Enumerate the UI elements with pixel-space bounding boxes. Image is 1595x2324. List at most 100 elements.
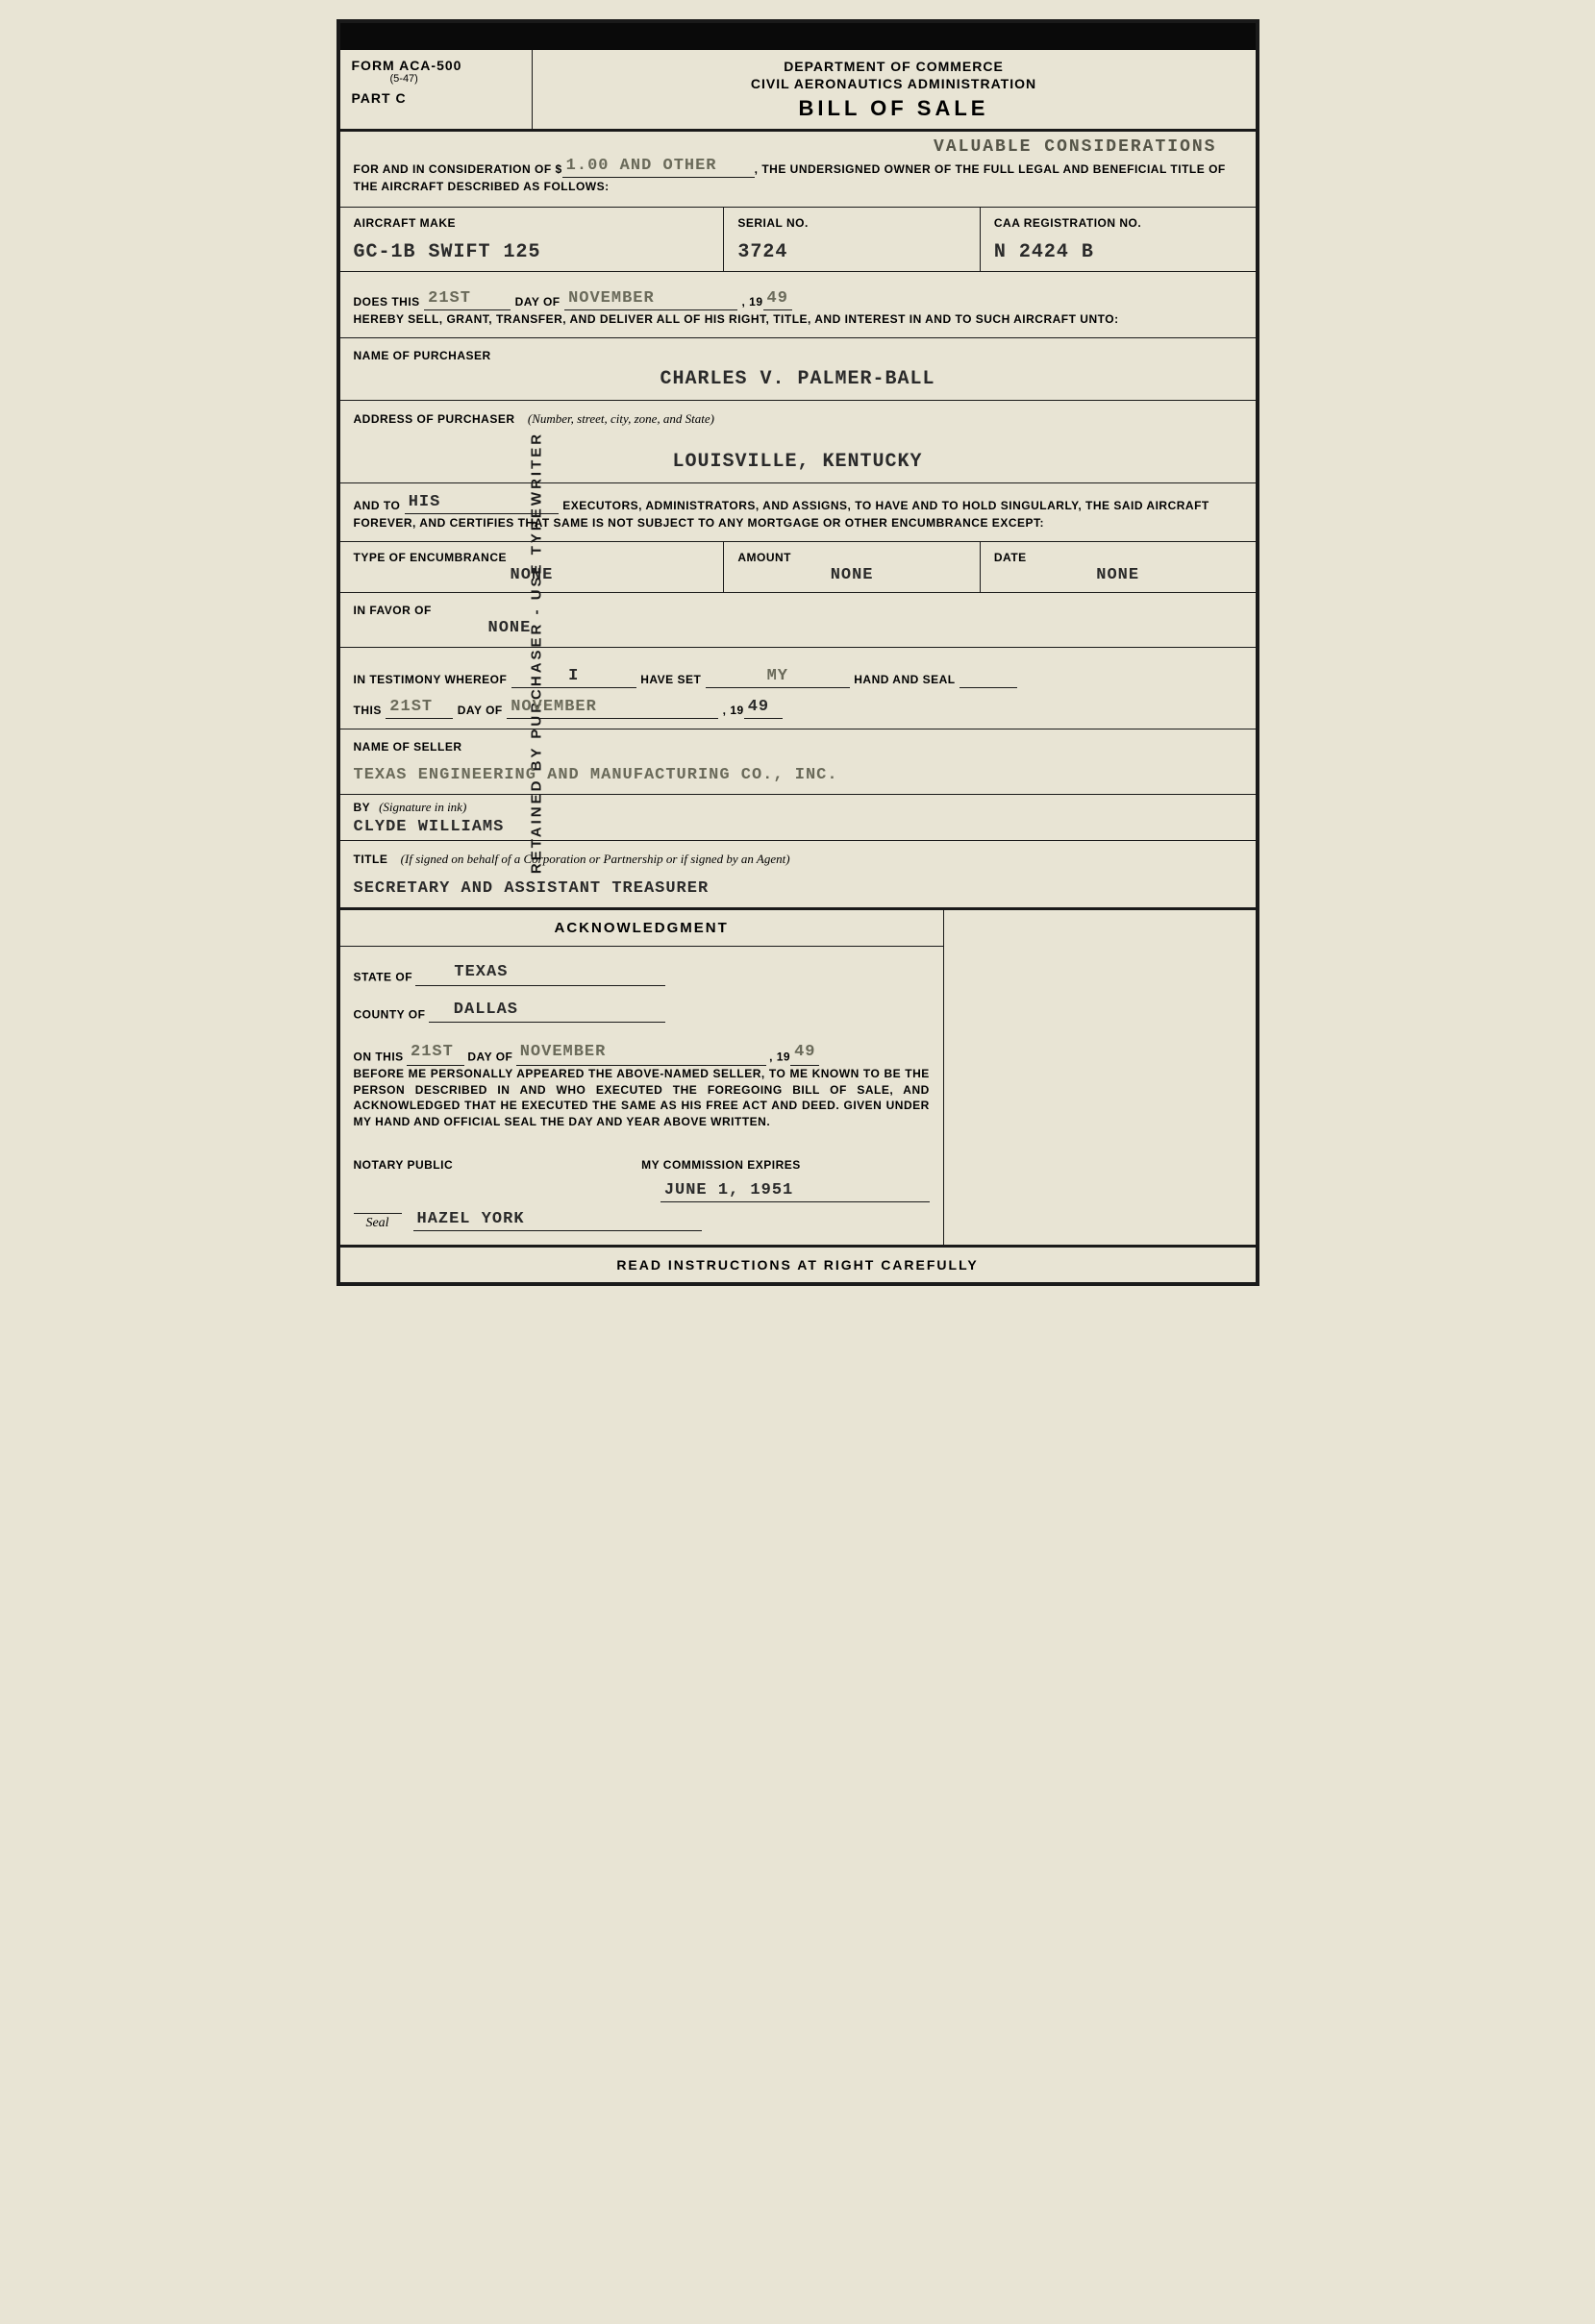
document-form: RETAINED BY PURCHASER - USE TYPEWRITER F… xyxy=(336,19,1259,1286)
by-label: BY xyxy=(354,801,371,814)
purchaser-name: Charles V. Palmer-Ball xyxy=(354,368,1242,390)
encumbrance-amount-cell: AMOUNT NONE xyxy=(724,542,981,592)
testimony-year: 49 xyxy=(744,698,783,719)
aircraft-row: AIRCRAFT MAKE GC-1B Swift 125 SERIAL NO.… xyxy=(340,208,1256,272)
department: DEPARTMENT OF COMMERCE xyxy=(540,58,1248,75)
ack-month: NOVEMBER xyxy=(516,1040,766,1066)
seller-name-section: NAME OF SELLER TEXAS ENGINEERING AND MAN… xyxy=(340,729,1256,796)
and-to-his: HIS xyxy=(405,493,559,514)
footer-instruction: READ INSTRUCTIONS AT RIGHT CAREFULLY xyxy=(340,1245,1256,1282)
purchaser-addr-hint: (Number, street, city, zone, and State) xyxy=(528,411,714,426)
seal-label: Seal xyxy=(354,1213,402,1231)
does-this-section: DOES THIS 21ST DAY OF NOVEMBER , 1949 HE… xyxy=(340,272,1256,338)
ack-heading: ACKNOWLEDGMENT xyxy=(340,910,943,947)
in-favor-label: IN FAVOR OF xyxy=(354,603,1242,619)
encumbrance-date-cell: DATE NONE xyxy=(981,542,1256,592)
serial-no: 3724 xyxy=(737,241,966,263)
testimony-section: IN TESTIMONY WHEREOF I HAVE SET MY HAND … xyxy=(340,648,1256,729)
form-part: PART C xyxy=(352,90,520,106)
sig-hint: (Signature in ink) xyxy=(379,800,466,814)
purchaser-addr-label: ADDRESS OF PURCHASER xyxy=(354,412,515,426)
form-number: FORM ACA-500 xyxy=(352,58,520,73)
header-center: DEPARTMENT OF COMMERCE CIVIL AERONAUTICS… xyxy=(533,50,1256,129)
testimony-my: MY xyxy=(706,667,850,688)
testimony-prefix: IN TESTIMONY WHEREOF xyxy=(354,673,508,686)
seller-by: CLYDE WILLIAMS xyxy=(354,818,1242,836)
document-title: BILL OF SALE xyxy=(540,96,1248,121)
top-border xyxy=(340,23,1256,50)
ack-state: Texas xyxy=(415,960,665,986)
acknowledgment-row: ACKNOWLEDGMENT STATE OF Texas COUNTY OF … xyxy=(340,910,1256,1244)
seller-name: TEXAS ENGINEERING AND MANUFACTURING CO.,… xyxy=(354,766,1242,784)
reg-no: N 2424 B xyxy=(994,241,1242,263)
testimony-haveset: HAVE SET xyxy=(640,673,701,686)
reg-label: CAA REGISTRATION NO. xyxy=(994,215,1242,232)
does-this-yearprefix: , 19 xyxy=(742,295,763,309)
administration: CIVIL AERONAUTICS ADMINISTRATION xyxy=(540,75,1248,92)
testimony-handseal: HAND AND SEAL xyxy=(854,673,955,686)
testimony-yearprefix: , 19 xyxy=(723,704,744,717)
in-favor: NONE xyxy=(354,619,1242,637)
aircraft-reg-cell: CAA REGISTRATION NO. N 2424 B xyxy=(981,208,1256,271)
purchaser-addr-section: ADDRESS OF PURCHASER (Number, street, ci… xyxy=(340,401,1256,483)
consideration-prefix: FOR AND IN CONSIDERATION OF $ xyxy=(354,162,562,176)
ack-body-text: BEFORE ME PERSONALLY APPEARED THE ABOVE-… xyxy=(354,1066,930,1130)
commission-expires: June 1, 1951 xyxy=(660,1181,930,1202)
ack-day: 21ST xyxy=(407,1040,464,1066)
serial-label: SERIAL NO. xyxy=(737,215,966,232)
does-this-month: NOVEMBER xyxy=(564,289,737,310)
testimony-this: THIS xyxy=(354,704,382,717)
notary-name: Hazel York xyxy=(413,1210,702,1231)
seller-title: SECRETARY AND ASSISTANT TREASURER xyxy=(354,879,1242,898)
notary-label: NOTARY PUBLIC xyxy=(354,1157,642,1174)
title-hint: (If signed on behalf of a Corporation or… xyxy=(401,852,790,866)
aircraft-serial-cell: SERIAL NO. 3724 xyxy=(724,208,981,271)
ack-dayof: DAY OF xyxy=(467,1051,512,1064)
testimony-blank xyxy=(959,667,1017,688)
does-this-dayof: DAY OF xyxy=(515,295,561,309)
encumbrance-amount-label: AMOUNT xyxy=(737,550,966,566)
testimony-dayof: DAY OF xyxy=(458,704,503,717)
consideration-amount: 1.00 AND OTHER xyxy=(562,157,755,178)
testimony-i: I xyxy=(511,667,636,688)
and-to-section: AND TO HIS EXECUTORS, ADMINISTRATORS, AN… xyxy=(340,483,1256,542)
title-label: TITLE xyxy=(354,853,388,866)
encumbrance-date-label: DATE xyxy=(994,550,1242,566)
ack-right-blank xyxy=(944,910,1256,1244)
seller-by-section: BY (Signature in ink) CLYDE WILLIAMS xyxy=(340,795,1256,841)
encumbrance-amount: NONE xyxy=(737,566,966,584)
does-this-year: 49 xyxy=(763,289,792,310)
notary-row: NOTARY PUBLIC MY COMMISSION EXPIRES xyxy=(340,1144,943,1177)
state-of-label: STATE OF xyxy=(354,971,413,984)
encumbrance-date: NONE xyxy=(994,566,1242,584)
consideration-section: VALUABLE CONSIDERATIONS FOR AND IN CONSI… xyxy=(340,132,1256,208)
seller-name-label: NAME OF SELLER xyxy=(354,739,1242,755)
testimony-day: 21ST xyxy=(386,698,453,719)
ack-yearprefix: , 19 xyxy=(769,1051,790,1064)
ack-body: STATE OF Texas COUNTY OF Dallas ON THIS … xyxy=(340,947,943,1144)
seal-row: Seal Hazel York xyxy=(340,1202,943,1245)
purchaser-name-label: NAME OF PURCHASER xyxy=(354,348,1242,364)
does-this-suffix: HEREBY SELL, GRANT, TRANSFER, AND DELIVE… xyxy=(354,312,1119,326)
ack-left: ACKNOWLEDGMENT STATE OF Texas COUNTY OF … xyxy=(340,910,944,1244)
header: FORM ACA-500 (5-47) PART C DEPARTMENT OF… xyxy=(340,50,1256,132)
aircraft-make-cell: AIRCRAFT MAKE GC-1B Swift 125 xyxy=(340,208,725,271)
purchaser-addr: Louisville, Kentucky xyxy=(354,451,1242,473)
commission-label: MY COMMISSION EXPIRES xyxy=(641,1157,930,1174)
does-this-day: 21ST xyxy=(424,289,511,310)
header-left: FORM ACA-500 (5-47) PART C xyxy=(340,50,533,129)
aircraft-make: GC-1B Swift 125 xyxy=(354,241,710,263)
seller-title-section: TITLE (If signed on behalf of a Corporat… xyxy=(340,841,1256,910)
county-of-label: COUNTY OF xyxy=(354,1007,426,1021)
in-favor-section: IN FAVOR OF NONE xyxy=(340,593,1256,648)
testimony-month: NOVEMBER xyxy=(507,698,718,719)
ack-year: 49 xyxy=(790,1040,819,1066)
does-this-prefix: DOES THIS xyxy=(354,295,420,309)
form-date: (5-47) xyxy=(352,73,520,85)
valuable-considerations: VALUABLE CONSIDERATIONS xyxy=(934,137,1216,157)
aircraft-make-label: AIRCRAFT MAKE xyxy=(354,215,710,232)
ack-county: Dallas xyxy=(429,998,665,1024)
and-to-prefix: AND TO xyxy=(354,499,401,512)
purchaser-name-section: NAME OF PURCHASER Charles V. Palmer-Ball xyxy=(340,338,1256,401)
ack-onthis: ON THIS xyxy=(354,1051,404,1064)
